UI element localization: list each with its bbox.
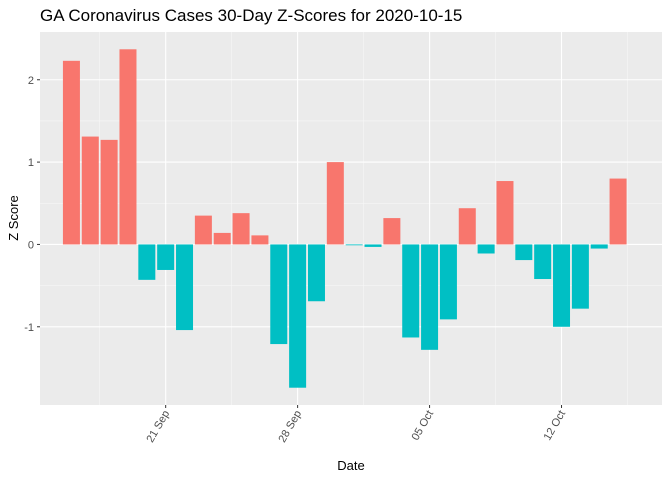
bar [326,162,344,245]
bar [345,244,363,246]
bar [590,244,608,249]
bar [119,49,137,245]
y-tick-label: 1 [28,157,34,169]
bar [62,60,80,245]
x-tick-label: 21 Sep [144,409,172,445]
bar [383,218,401,245]
chart-title: GA Coronavirus Cases 30-Day Z-Scores for… [40,6,463,25]
x-tick-label: 28 Sep [276,409,304,445]
bar [232,213,250,245]
bar [157,244,175,270]
bar [458,208,476,245]
bar [176,244,194,331]
bar [251,235,269,245]
y-axis: -1 0 1 2 [24,75,40,334]
bar [364,244,382,247]
x-tick-label: 05 Oct [410,409,437,443]
bar [270,244,288,345]
bar [138,244,156,280]
bar [194,215,212,245]
bar [496,181,514,245]
bar [571,244,589,309]
bar [534,244,552,280]
bar [609,178,627,245]
bars [62,49,627,388]
bar [100,139,118,245]
x-axis: 21 Sep 28 Sep 05 Oct 12 Oct [144,405,568,445]
bar [515,244,533,261]
bar [213,232,231,245]
y-axis-title: Z Score [6,195,21,241]
plot-panel [40,32,662,405]
y-tick-label: -1 [24,322,34,334]
bar [81,136,99,245]
bar [402,244,420,338]
bar [289,244,307,388]
x-tick-label: 12 Oct [542,409,569,443]
bar [553,244,571,327]
y-tick-label: 2 [28,75,34,87]
bar [421,244,439,350]
bar [439,244,457,320]
bar [477,244,495,254]
bar [307,244,325,302]
x-axis-title: Date [337,458,364,473]
y-tick-label: 0 [28,239,34,251]
